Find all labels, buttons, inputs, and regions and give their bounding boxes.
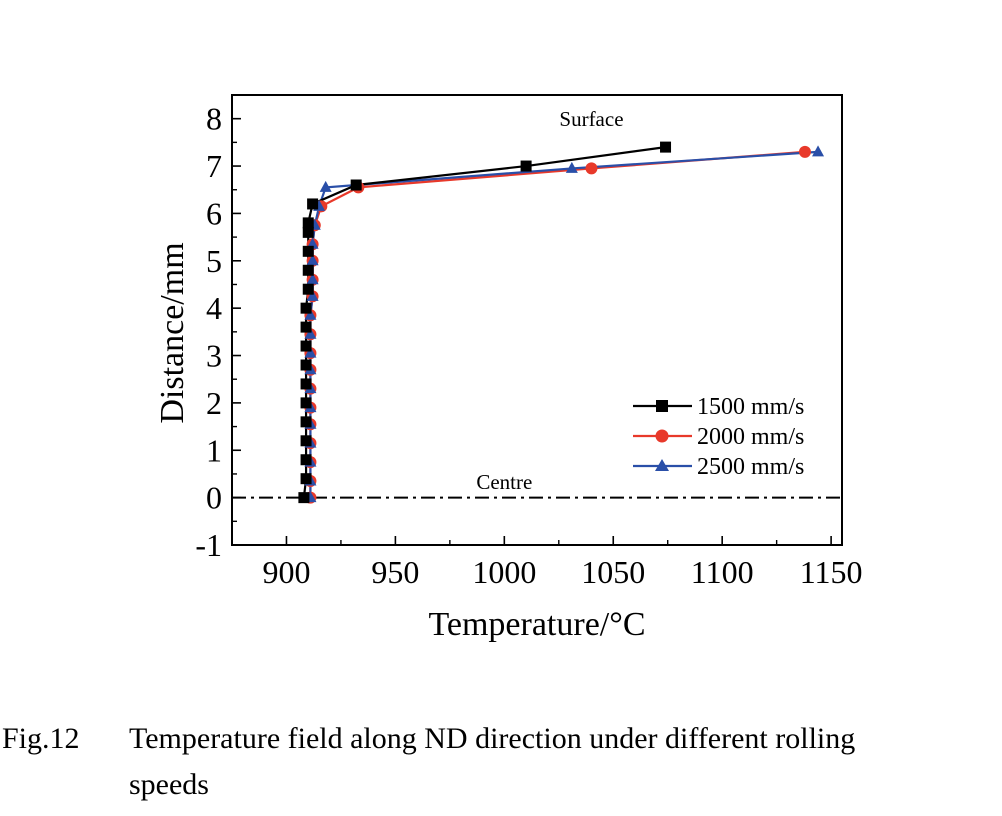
legend-label-2000: 2000 mm/s [697, 424, 804, 450]
x-tick-label: 900 [262, 554, 310, 590]
y-tick-label: 2 [206, 385, 222, 421]
data-point-square [307, 198, 319, 210]
data-point-square [300, 340, 312, 352]
data-point-square [302, 217, 314, 229]
data-point-triangle [306, 254, 319, 266]
caption-figure-number: Fig.12 [2, 722, 80, 755]
data-point-square [350, 179, 362, 191]
data-point-square [520, 160, 532, 172]
y-tick-label: 5 [206, 243, 222, 279]
x-tick-label: 950 [371, 554, 419, 590]
data-point-triangle [319, 180, 332, 192]
plot-frame [231, 94, 843, 546]
series-layer [298, 141, 825, 504]
data-point-square [302, 245, 314, 257]
data-point-square [300, 397, 312, 409]
x-tick-label: 1150 [800, 554, 863, 590]
data-point-square [300, 359, 312, 371]
data-point-triangle [306, 289, 319, 301]
legend-label-2500: 2500 mm/s [697, 454, 804, 480]
data-point-circle [798, 145, 811, 158]
series-line-1500-mms [302, 146, 666, 498]
temperature-chart: 900 950 1000 1050 1100 1150 -1 0 1 2 3 4 5 6 7 8 Temper… [154, 94, 863, 643]
data-point-square [300, 302, 312, 314]
axis-ticks: 900 950 1000 1050 1100 1150 -1 0 1 2 3 4 5 6 7 8 [195, 101, 862, 590]
legend-marker-square [656, 400, 668, 412]
data-point-square [660, 141, 672, 153]
data-point-square [300, 435, 312, 447]
x-tick-label: 1100 [691, 554, 754, 590]
data-point-triangle [306, 273, 319, 285]
x-axis-title: Temperature/°C [428, 606, 645, 643]
caption-text-line-1: Temperature field along ND direction und… [129, 722, 856, 755]
x-tick-label: 1050 [581, 554, 645, 590]
annotation-centre: Centre [476, 470, 532, 494]
legend-entry-2500: 2500 mm/s [633, 454, 804, 480]
data-point-triangle [304, 308, 317, 320]
y-axis-title: Distance/mm [154, 242, 191, 423]
y-tick-label: 6 [206, 195, 222, 231]
legend-marker-circle [655, 429, 669, 443]
x-tick-label: 1000 [472, 554, 536, 590]
legend-entry-2000: 2000 mm/s [633, 424, 804, 450]
data-point-square [302, 226, 314, 238]
data-point-circle [585, 162, 598, 175]
data-point-square [300, 473, 312, 485]
data-point-square [302, 264, 314, 276]
legend: 1500 mm/s 2000 mm/s 2500 mm/s [633, 394, 804, 480]
caption-text-line-2: speeds [129, 768, 209, 801]
data-point-square [300, 454, 312, 466]
y-tick-label: 8 [206, 101, 222, 137]
y-tick-label: 7 [206, 148, 222, 184]
y-tick-label: 4 [206, 290, 222, 326]
data-point-triangle [812, 145, 825, 157]
annotation-surface: Surface [559, 107, 623, 131]
legend-label-1500: 1500 mm/s [697, 394, 804, 420]
data-point-triangle [304, 346, 317, 358]
data-point-square [300, 416, 312, 428]
legend-marker-triangle [655, 459, 669, 471]
data-point-square [302, 283, 314, 295]
data-point-square [298, 492, 310, 504]
data-point-triangle [565, 161, 578, 173]
data-point-square [300, 321, 312, 333]
figure-caption: Fig.12 Temperature field along ND direct… [0, 716, 1002, 816]
data-point-square [300, 378, 312, 390]
y-tick-label: 3 [206, 338, 222, 374]
y-tick-label: 1 [206, 432, 222, 468]
legend-entry-1500: 1500 mm/s [633, 394, 804, 420]
y-tick-label: 0 [206, 480, 222, 516]
y-tick-label: -1 [195, 527, 222, 563]
data-point-triangle [304, 327, 317, 339]
